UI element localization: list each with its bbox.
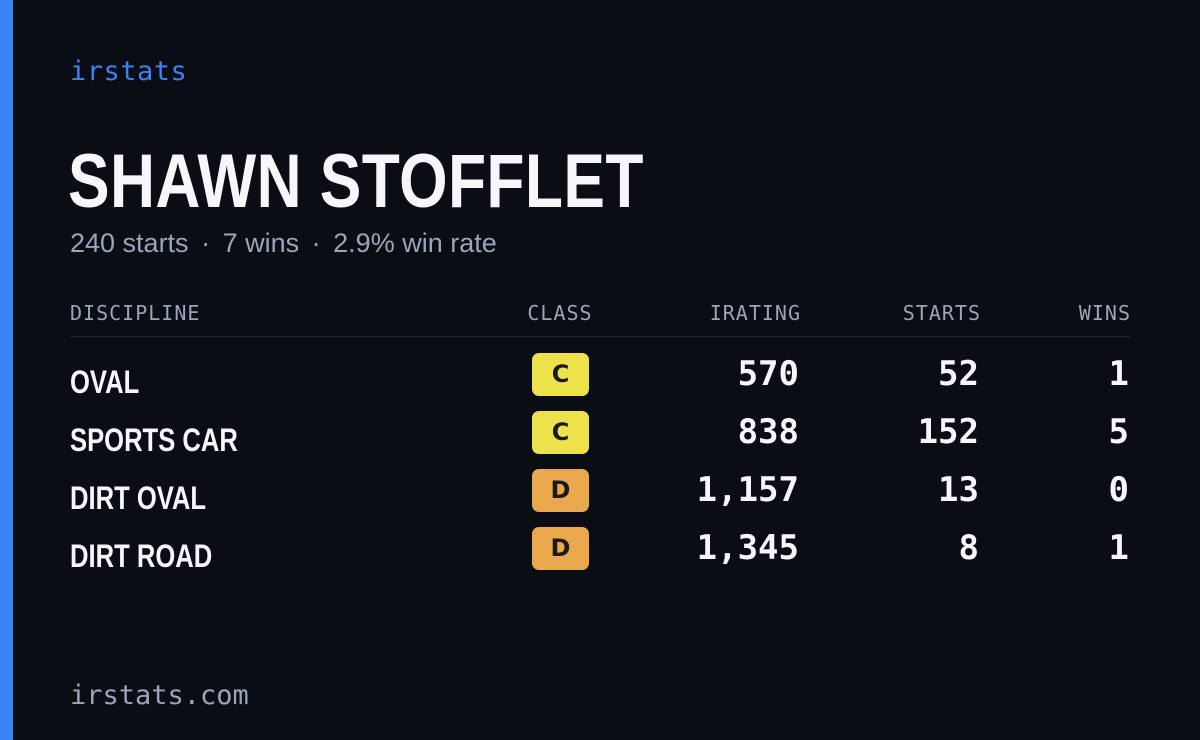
starts-value: 8: [958, 528, 979, 568]
discipline-name: DIRT OVAL: [70, 480, 207, 516]
starts-value: 152: [917, 412, 979, 452]
irating-value: 1,345: [696, 528, 799, 568]
header-starts: STARTS: [902, 301, 981, 325]
class-badge: C: [532, 411, 589, 454]
table-row: DIRT OVAL D 1,157 13 0: [70, 468, 1131, 526]
irating-value: 570: [737, 354, 799, 394]
discipline-name: OVAL: [70, 364, 140, 400]
wins-value: 5: [1108, 412, 1129, 452]
table-row: DIRT ROAD D 1,345 8 1: [70, 526, 1131, 584]
class-badge: D: [532, 469, 589, 512]
class-badge: D: [532, 527, 589, 570]
table-header: DISCIPLINE CLASS IRATING STARTS WINS: [70, 298, 1131, 337]
header-wins: WINS: [1078, 301, 1131, 325]
discipline-name: DIRT ROAD: [70, 538, 213, 574]
driver-summary: 240 starts · 7 wins · 2.9% win rate: [70, 228, 497, 259]
wins-value: 0: [1108, 470, 1129, 510]
starts-value: 52: [938, 354, 979, 394]
discipline-table: DISCIPLINE CLASS IRATING STARTS WINS OVA…: [70, 298, 1131, 584]
wins-value: 1: [1108, 528, 1129, 568]
summary-separator: ·: [311, 228, 321, 258]
summary-wins: 7 wins: [222, 228, 300, 258]
table-row: OVAL C 570 52 1: [70, 352, 1131, 410]
starts-value: 13: [938, 470, 979, 510]
wins-value: 1: [1108, 354, 1129, 394]
header-discipline: DISCIPLINE: [70, 301, 201, 325]
discipline-name: SPORTS CAR: [70, 422, 238, 458]
irating-value: 838: [737, 412, 799, 452]
header-irating: IRATING: [709, 301, 801, 325]
table-body: OVAL C 570 52 1 SPORTS CAR C 838 152 5 D…: [70, 352, 1131, 584]
summary-separator: ·: [201, 228, 211, 258]
accent-bar: [0, 0, 13, 740]
driver-name: SHAWN STOFFLET: [68, 139, 644, 224]
summary-win-rate: 2.9% win rate: [333, 228, 497, 258]
table-row: SPORTS CAR C 838 152 5: [70, 410, 1131, 468]
brand-logo-text: irstats: [70, 56, 188, 87]
irating-value: 1,157: [696, 470, 799, 510]
class-badge: C: [532, 353, 589, 396]
footer-url: irstats.com: [70, 680, 249, 711]
header-class: CLASS: [527, 301, 593, 325]
summary-starts: 240 starts: [70, 228, 189, 258]
